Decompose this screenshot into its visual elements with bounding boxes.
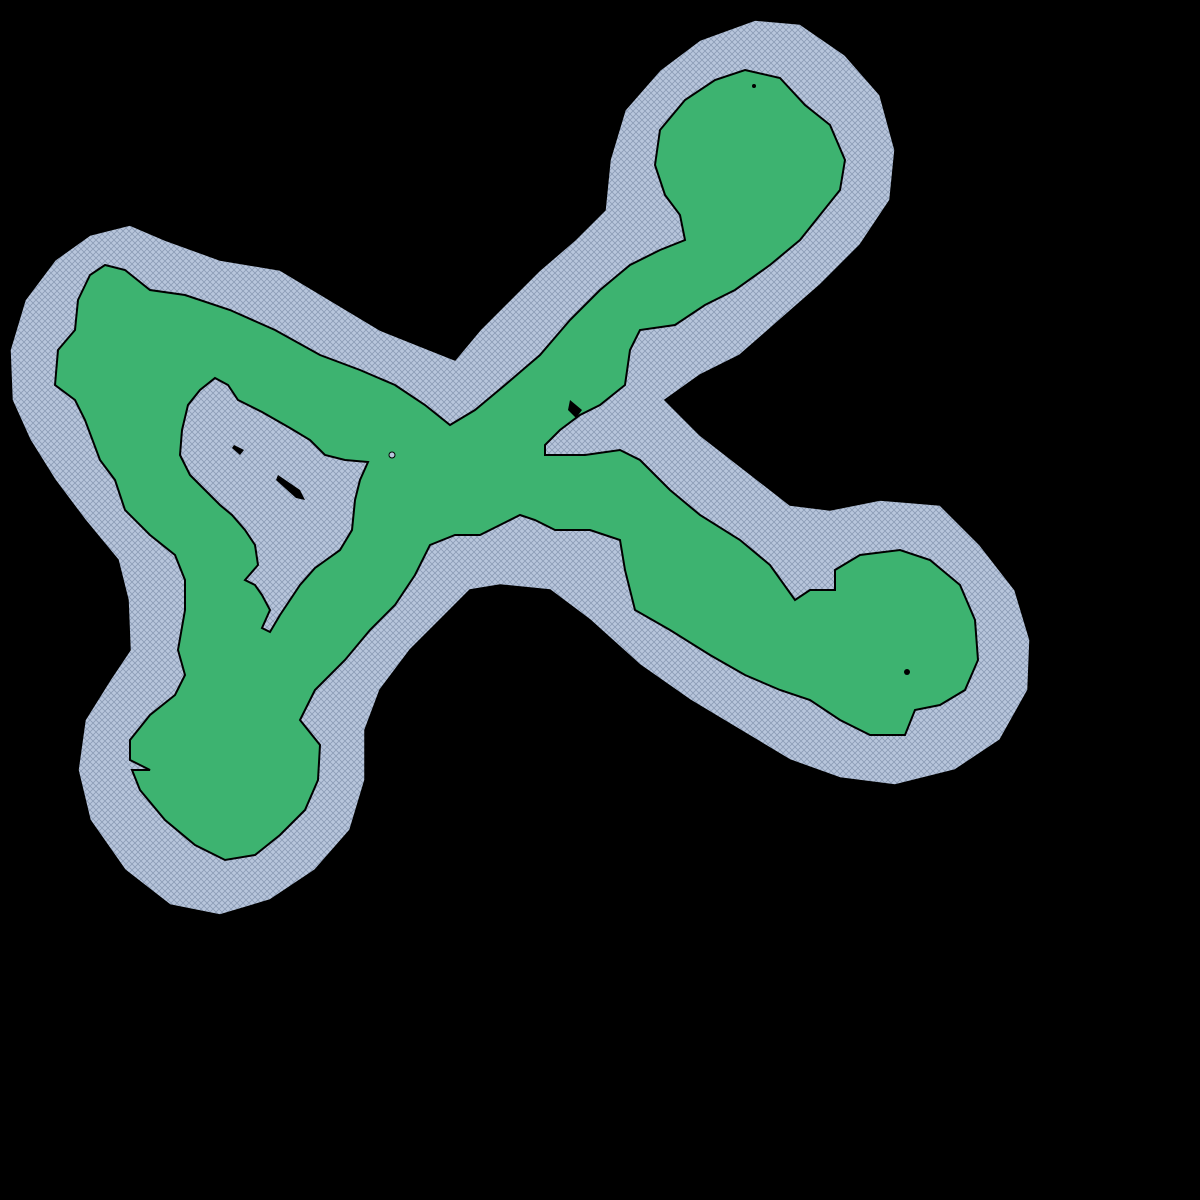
speck <box>904 669 910 675</box>
hole-mark <box>232 445 244 455</box>
hole-mark <box>276 475 305 500</box>
inner-hatched-hole <box>178 376 370 634</box>
speck <box>752 84 756 88</box>
boundary-notch <box>568 400 582 418</box>
speck <box>388 451 396 459</box>
green-region <box>53 68 980 862</box>
